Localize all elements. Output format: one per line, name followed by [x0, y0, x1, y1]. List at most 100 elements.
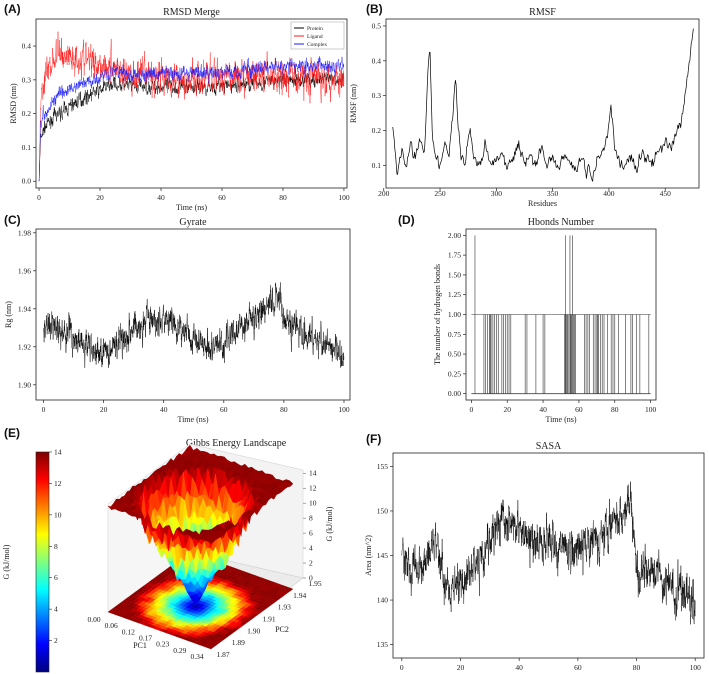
x-tick-label: 80	[633, 663, 641, 672]
legend-label-protein: Protein	[307, 26, 323, 32]
x-tick-label: 60	[220, 405, 228, 414]
pc1-tick-label: 0.17	[139, 634, 152, 643]
panel-label-e: (E)	[4, 426, 20, 440]
x-tick-label: 80	[280, 405, 288, 414]
panel-f: (F) SASA020406080100135140145150155Time …	[364, 432, 705, 674]
series-line-rg	[43, 282, 345, 369]
x-tick-label: 20	[100, 405, 108, 414]
pc2-tick-label: 1.91	[262, 615, 275, 624]
panel-a: (A) RMSD Merge 0 20 40 60 80 100 0.0 0.1 0.2 0.3 0.…	[4, 2, 350, 212]
x-tick-label: 60	[575, 405, 583, 414]
colorbar-tick-label: 4	[54, 605, 58, 614]
x-axis-label: Time (ns)	[545, 415, 576, 424]
plot-area	[35, 228, 351, 401]
chart-title: RMSF	[529, 7, 556, 18]
panel-e: (E) 2 4 6 8 10 12 14 G (kJ/mol) Gibbs Energy Lan…	[2, 426, 334, 673]
y-tick-label: 0.2	[372, 126, 382, 135]
z-tick-label: 4	[309, 544, 313, 553]
x-axis-label: Residues	[528, 199, 557, 208]
x-tick-label: 20	[457, 663, 465, 672]
y-tick-label: 1.50	[448, 270, 461, 279]
chart-title: RMSD Merge	[163, 7, 220, 18]
x-tick-label: 100	[645, 405, 657, 414]
x-tick-label: 0	[400, 663, 404, 672]
y-tick-label: 150	[377, 506, 389, 515]
chart-title: SASA	[536, 441, 562, 452]
x-tick-label: 100	[338, 405, 350, 414]
series-line-sasa	[401, 481, 696, 625]
pc2-tick-label: 1.90	[247, 626, 260, 635]
y-tick-label: 0.3	[22, 75, 32, 84]
panel-label-b: (B)	[366, 2, 383, 16]
chart-title: Gyrate	[179, 217, 207, 228]
series-line-rmsf	[392, 28, 694, 182]
z-tick-label: 8	[309, 514, 313, 523]
y-tick-label: 0.4	[22, 42, 32, 51]
x-axis-label: Time (ns)	[176, 203, 207, 212]
x-axis-label: Time (ns)	[177, 415, 208, 424]
pc2-tick-label: 1.87	[216, 650, 229, 659]
y-tick-label: 1.96	[18, 266, 31, 275]
x-tick-label: 40	[160, 405, 168, 414]
x-tick-label: 450	[660, 189, 672, 198]
series-line-ligand	[38, 31, 345, 182]
x-tick-label: 60	[218, 193, 226, 202]
y-tick-label: 0.4	[372, 56, 382, 65]
x-tick-label: 300	[491, 189, 503, 198]
z-tick-label: 14	[309, 469, 317, 478]
y-tick-label: 1.98	[18, 228, 31, 237]
y-tick-label: 1.00	[448, 310, 461, 319]
z-tick-label: 0	[309, 574, 313, 583]
colorbar-tick-label: 2	[54, 636, 58, 645]
chart-title: Hbonds Number	[528, 217, 595, 228]
pc2-tick-label: 1.94	[293, 591, 306, 600]
energy-surface	[107, 444, 294, 603]
y-axis-label: Rg (nm)	[4, 301, 13, 328]
y-tick-label: 0.1	[372, 161, 382, 170]
y-tick-label: 145	[377, 551, 389, 560]
panel-c: (C) Gyrate 0 20 40 60 80 100 1.90 1.92 1.94 1.96 1.…	[4, 213, 351, 424]
pc1-tick-label: 0.34	[190, 652, 203, 661]
y-tick-label: 155	[377, 462, 389, 471]
z-tick-label: 2	[309, 559, 313, 568]
x-tick-label: 40	[157, 193, 165, 202]
y-tick-label: 2.00	[448, 231, 461, 240]
colorbar-tick-label: 8	[54, 542, 58, 551]
series-line-complex	[38, 56, 345, 182]
pc1-tick-label: 0.12	[122, 627, 135, 636]
contour-cell	[286, 587, 294, 592]
z-tick-label: 10	[309, 499, 317, 508]
colorbar-tick-label: 10	[54, 510, 62, 519]
y-tick-label: 0.50	[448, 350, 461, 359]
x-tick-label: 0	[470, 405, 474, 414]
y-axis-label: Area (nm^2)	[364, 535, 373, 576]
legend-label-ligand: Ligand	[307, 34, 323, 40]
x-tick-label: 100	[338, 193, 350, 202]
pc1-axis-label: PC1	[133, 641, 147, 650]
colorbar-label: G (kJ/mol)	[2, 544, 11, 579]
y-tick-label: 1.90	[18, 380, 31, 389]
y-tick-label: 1.25	[448, 290, 461, 299]
chart-title: Gibbs Energy Landscape	[186, 438, 287, 449]
y-tick-label: 0.2	[22, 109, 32, 118]
y-tick-label: 0.0	[22, 177, 32, 186]
x-tick-label: 80	[611, 405, 619, 414]
y-axis-label: RMSD (nm)	[9, 83, 18, 124]
pc2-tick-label: 1.89	[232, 638, 245, 647]
y-tick-label: 135	[377, 640, 389, 649]
x-tick-label: 200	[378, 189, 390, 198]
x-tick-label: 350	[547, 189, 559, 198]
y-tick-label: 1.94	[18, 304, 31, 313]
x-tick-label: 20	[96, 193, 104, 202]
y-tick-label: 0.75	[448, 330, 461, 339]
z-tick-label: 12	[309, 484, 317, 493]
z-tick-label: 6	[309, 529, 313, 538]
pc1-tick-label: 0.00	[87, 615, 100, 624]
y-axis-label: RMSF (nm)	[349, 84, 358, 123]
x-tick-label: 20	[503, 405, 511, 414]
x-tick-label: 60	[574, 663, 582, 672]
y-tick-label: 0.25	[448, 369, 461, 378]
y-tick-label: 0.5	[372, 21, 382, 30]
x-tick-label: 100	[690, 663, 702, 672]
y-tick-label: 1.75	[448, 251, 461, 260]
